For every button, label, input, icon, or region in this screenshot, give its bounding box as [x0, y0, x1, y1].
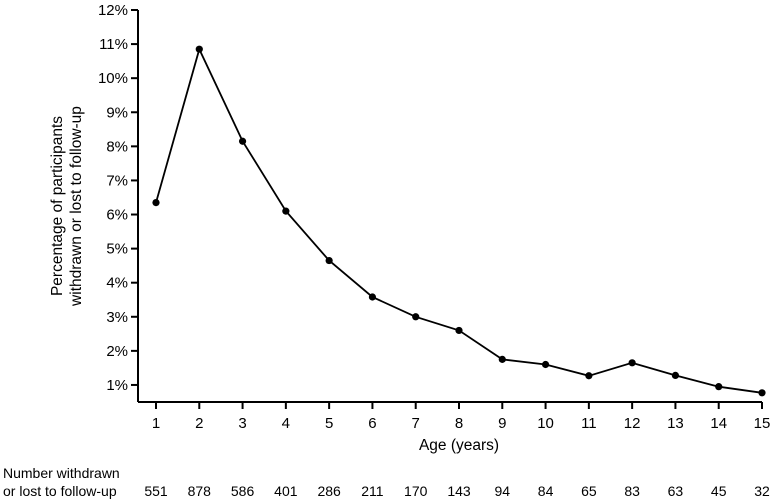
data-point	[715, 383, 723, 391]
y-tick-label: 11%	[99, 36, 128, 53]
y-tick-label: 10%	[98, 70, 128, 87]
y-tick-label: 9%	[106, 104, 128, 121]
count-row-label-line-2: or lost to follow-up	[3, 483, 117, 499]
data-point	[671, 371, 680, 380]
y-tick-label: 12%	[98, 2, 128, 19]
x-axis-title: Age (years)	[419, 437, 499, 454]
y-axis-title-line-1: Percentage of participants	[49, 116, 66, 296]
x-tick-label: 11	[581, 415, 597, 432]
data-point	[282, 207, 290, 215]
count-value: 63	[668, 483, 684, 499]
count-value: 211	[361, 483, 384, 499]
data-point	[238, 137, 247, 145]
data-point	[758, 389, 766, 397]
x-ticks: 1 2 3 4 5 6 7 8 9 10 11 12 13 14 15	[152, 402, 771, 432]
count-row-label-line-1: Number withdrawn	[3, 465, 120, 481]
x-tick-label: 12	[624, 415, 641, 432]
data-point	[152, 198, 160, 207]
data-point	[628, 359, 636, 367]
count-value: 84	[538, 483, 554, 499]
y-tick-label: 7%	[106, 172, 128, 189]
count-value: 143	[447, 483, 471, 499]
y-tick-label: 1%	[106, 377, 128, 394]
count-value: 83	[624, 483, 640, 499]
x-tick-label: 9	[498, 415, 506, 432]
x-tick-label: 6	[368, 415, 376, 432]
count-value: 170	[404, 483, 428, 499]
count-value: 551	[144, 483, 168, 499]
data-point	[585, 372, 593, 380]
axes	[137, 10, 762, 403]
x-tick-label: 15	[754, 415, 771, 432]
x-tick-label: 3	[238, 415, 246, 432]
count-value: 65	[581, 483, 597, 499]
data-point	[498, 355, 506, 363]
y-tick-label: 4%	[106, 275, 128, 292]
y-tick-label: 3%	[106, 309, 128, 326]
x-tick-label: 8	[455, 415, 463, 432]
series-line	[155, 46, 763, 394]
x-tick-label: 13	[667, 415, 684, 432]
x-tick-label: 4	[282, 415, 290, 432]
x-tick-label: 5	[325, 415, 333, 432]
y-tick-label: 8%	[106, 138, 128, 155]
x-tick-label: 10	[537, 415, 554, 432]
y-axis-title-line-2: withdrawn or lost to follow-up	[68, 106, 85, 307]
count-value: 286	[317, 483, 341, 499]
data-point	[412, 313, 420, 321]
y-tick-label: 6%	[106, 207, 128, 224]
y-ticks: 1% 2% 3% 4% 5% 6% 7% 8% 9% 10% 11% 12%	[98, 2, 138, 394]
x-tick-label: 2	[195, 415, 203, 432]
count-value: 45	[711, 483, 727, 499]
x-tick-label: 7	[412, 415, 420, 432]
count-value: 401	[274, 483, 298, 499]
data-point	[541, 360, 550, 369]
count-value: 878	[188, 483, 212, 499]
x-tick-label: 14	[710, 415, 727, 432]
data-point	[455, 326, 463, 335]
y-tick-label: 5%	[106, 241, 128, 258]
series-group	[152, 45, 766, 397]
y-tick-label: 2%	[106, 343, 128, 360]
count-value: 32	[754, 483, 770, 499]
data-point	[325, 256, 333, 265]
count-row: 551 878 586 401 286 211 170 143 94 84 65 83 63 45 32	[144, 483, 770, 499]
count-value: 586	[231, 483, 255, 499]
data-point	[195, 45, 203, 53]
count-value: 94	[494, 483, 510, 499]
data-point	[368, 293, 377, 301]
x-tick-label: 1	[152, 415, 160, 432]
